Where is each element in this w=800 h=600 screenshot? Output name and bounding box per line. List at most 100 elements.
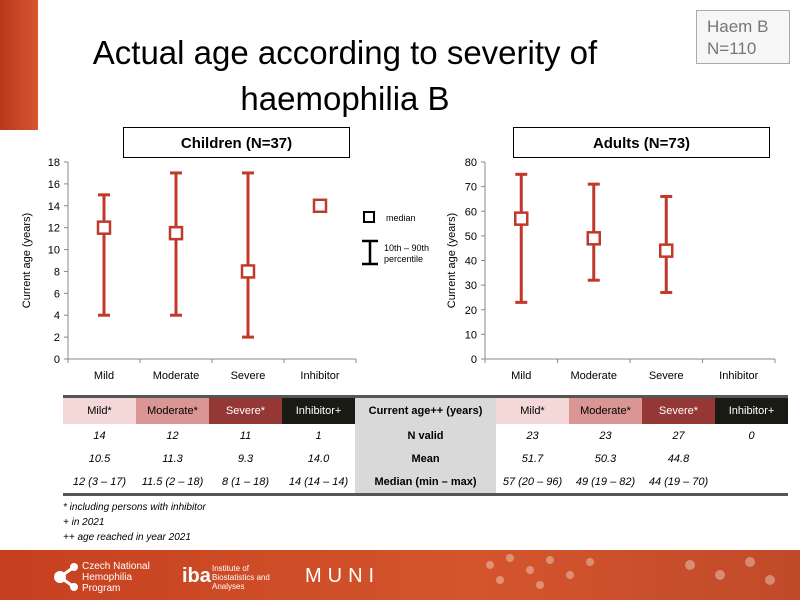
badge-line1: Haem B: [707, 17, 769, 36]
y-axis-label: Current age (years): [446, 213, 458, 308]
table-row: 10.5 11.3 9.3 14.0 Mean 51.7 50.3 44.8: [63, 447, 788, 470]
legend-median-label: median: [386, 213, 416, 223]
cnhp-logo-text: Czech National Hemophilia Program: [82, 561, 150, 594]
y-tick-label: 14: [48, 201, 60, 213]
table-row: 12 (3 – 17) 11.5 (2 – 18) 8 (1 – 18) 14 (14…: [63, 470, 788, 495]
median-marker: [96, 220, 112, 235]
adults-cell: 44.8: [667, 452, 690, 465]
children-cell: 11: [239, 429, 252, 442]
y-tick-label: 10: [48, 245, 60, 257]
median-marker: [514, 211, 529, 226]
note: * including persons with inhibitor: [63, 502, 206, 513]
legend-range-label: percentile: [384, 254, 423, 264]
y-tick-label: 2: [54, 332, 60, 344]
x-tick-label: Mild: [94, 370, 114, 382]
y-tick-label: 50: [465, 231, 477, 243]
y-tick-label: 20: [465, 305, 477, 317]
y-tick-label: 8: [54, 266, 60, 278]
adults-cell: 44 (19 – 70): [648, 475, 709, 488]
median-marker: [586, 231, 601, 246]
adults-cell: 57 (20 – 96): [502, 475, 563, 488]
x-tick-label: Severe: [231, 370, 266, 382]
y-tick-label: 12: [48, 223, 60, 235]
adults-cell: 23: [599, 429, 612, 442]
children-cell: 12: [166, 429, 179, 442]
children-header: Moderate*: [136, 396, 209, 424]
children-header: Severe*: [209, 396, 282, 424]
x-tick-label: Severe: [649, 370, 684, 382]
charts: 0 2 4 6 8 10 12 14 16 18 Current age (years) Mild Mo…: [21, 157, 776, 382]
row-label: Mean: [355, 447, 496, 470]
median-marker: [659, 243, 674, 258]
y-tick-label: 18: [48, 157, 60, 169]
adults-cell: 49 (19 – 82): [575, 475, 636, 488]
adults-header: Severe*: [642, 396, 715, 424]
footnotes: * including persons with inhibitor + in …: [63, 500, 206, 545]
children-header: Inhibitor+: [282, 396, 355, 424]
note: ++ age reached in year 2021: [63, 532, 191, 543]
iba-logo: iba: [182, 565, 211, 587]
median-marker: [312, 198, 328, 214]
legend-range-label: 10th – 90th: [384, 243, 429, 253]
table-row: 14 12 11 1 N valid 23 23 27 0: [63, 424, 788, 447]
children-cell: 1: [315, 429, 322, 442]
x-tick-label: Moderate: [571, 370, 617, 382]
cnhp-logo-icon: [54, 563, 78, 591]
children-cell: 10.5: [88, 452, 111, 465]
y-tick-label: 70: [465, 182, 477, 194]
adults-panel-title: Adults (N=73): [513, 127, 770, 158]
adults-cell: 50.3: [594, 452, 617, 465]
x-tick-label: Moderate: [153, 370, 199, 382]
adults-cell: [715, 470, 788, 495]
children-cell: 11.5 (2 – 18): [141, 475, 204, 488]
children-header: Mild*: [63, 396, 136, 424]
y-tick-label: 0: [54, 354, 60, 366]
summary-table: Mild* Moderate* Severe* Inhibitor+ Current a…: [63, 395, 788, 496]
y-tick-label: 4: [54, 310, 60, 322]
haem-b-badge: Haem B N=110: [696, 10, 790, 64]
median-marker: [240, 264, 256, 279]
adults-header: Inhibitor+: [715, 396, 788, 424]
badge-line2: N=110: [707, 39, 757, 58]
median-marker: [168, 225, 184, 241]
y-tick-label: 0: [471, 354, 477, 366]
children-cell: 9.3: [237, 452, 254, 465]
y-tick-label: 30: [465, 280, 477, 292]
adults-header: Moderate*: [569, 396, 642, 424]
children-cell: 14 (14 – 14): [288, 475, 349, 488]
legend-median-icon: [363, 211, 375, 223]
adults-cell: 23: [526, 429, 539, 442]
y-axis-label: Current age (years): [21, 213, 33, 308]
y-tick-label: 16: [48, 179, 60, 191]
muni-logo: MUNI: [305, 565, 381, 587]
children-cell: 12 (3 – 17): [72, 475, 127, 488]
adults-cell: 27: [672, 429, 685, 442]
molecule-decoration: [486, 554, 775, 589]
y-tick-label: 80: [465, 157, 477, 169]
row-label: N valid: [355, 424, 496, 447]
decorative-bar: [0, 0, 38, 130]
page-title: Actual age according to severity of haem…: [92, 34, 598, 117]
x-tick-label: Inhibitor: [300, 370, 339, 382]
x-tick-label: Inhibitor: [719, 370, 758, 382]
children-cell: 14: [93, 429, 106, 442]
adults-header: Mild*: [496, 396, 569, 424]
y-tick-label: 6: [54, 288, 60, 300]
footer: Czech National Hemophilia Program iba In…: [0, 550, 800, 600]
y-tick-label: 10: [465, 329, 477, 341]
note: + in 2021: [63, 517, 105, 528]
adults-cell: [715, 447, 788, 470]
y-tick-label: 60: [465, 206, 477, 218]
iba-logo-text: Institute of Biostatistics and Analyses: [212, 564, 270, 591]
row-label-header: Current age++ (years): [355, 396, 496, 424]
x-tick-label: Mild: [511, 370, 531, 382]
children-cell: 14.0: [307, 452, 330, 465]
children-cell: 11.3: [162, 452, 183, 465]
legend-range-icon: [362, 239, 378, 266]
children-panel-title: Children (N=37): [123, 127, 350, 158]
children-cell: 8 (1 – 18): [221, 475, 270, 488]
y-tick-label: 40: [465, 256, 477, 268]
adults-cell: 51.7: [521, 452, 544, 465]
adults-cell: 0: [748, 429, 755, 442]
row-label: Median (min – max): [355, 470, 496, 495]
